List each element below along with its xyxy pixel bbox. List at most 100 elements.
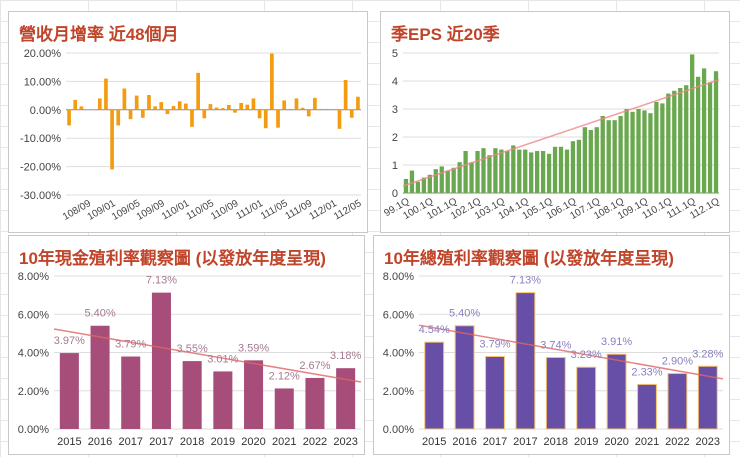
x-tick-label: 2022	[303, 436, 327, 448]
bar	[451, 167, 456, 193]
bar	[349, 109, 354, 118]
data-label: 7.13%	[146, 275, 177, 287]
bar	[612, 120, 617, 193]
bar	[227, 104, 231, 110]
bar	[356, 96, 360, 110]
quarterly-eps-chart: 54321099.1Q100.1Q101.1Q102.1Q103.1Q104.1…	[382, 48, 721, 222]
x-tick-label: 109/09	[135, 198, 167, 223]
bar	[660, 103, 665, 193]
bar	[134, 95, 139, 110]
bar	[624, 109, 629, 193]
bar	[672, 90, 677, 193]
bar	[637, 383, 657, 430]
bar	[493, 148, 498, 193]
y-tick-label: 4	[392, 76, 398, 88]
bar	[678, 88, 683, 193]
trendline	[418, 324, 724, 380]
bar	[337, 109, 342, 129]
bar	[140, 109, 145, 118]
data-label: 2.67%	[299, 360, 330, 372]
bar	[257, 109, 262, 119]
y-tick-label: 5	[392, 48, 398, 60]
data-label: 4.54%	[419, 324, 450, 336]
bar	[713, 71, 719, 193]
trendline	[402, 78, 720, 187]
bar	[91, 109, 96, 111]
chart-panel-total-yield: 10年總殖利率觀察圖 (以發放年度呈現) 8.00% 6.00% 4.00% 2.00…	[373, 235, 730, 455]
bar	[190, 109, 194, 127]
bar	[424, 341, 445, 430]
bar	[251, 98, 256, 110]
bar	[343, 79, 348, 110]
bar	[165, 109, 170, 115]
bar	[90, 325, 110, 429]
bar	[121, 356, 141, 429]
bar	[319, 108, 323, 110]
bar	[177, 101, 182, 110]
y-tick-label: 4.00%	[18, 348, 49, 360]
bar	[110, 109, 114, 170]
y-tick-label: -30.00%	[20, 190, 61, 202]
bar	[270, 53, 274, 110]
x-tick-label: 2017	[119, 436, 143, 448]
bar	[147, 95, 151, 110]
data-label: 3.79%	[479, 339, 510, 351]
y-tick-label: 1	[392, 160, 398, 172]
x-tick-label: 2022	[665, 436, 689, 448]
x-tick-label: 2020	[604, 436, 628, 448]
bar	[409, 170, 415, 193]
data-label: 3.91%	[601, 336, 632, 348]
bar	[511, 145, 516, 193]
x-tick-label: 2017	[513, 436, 537, 448]
y-tick-label: -10.00%	[20, 133, 61, 145]
bar	[445, 170, 450, 193]
bar	[642, 110, 647, 193]
chart-panel-monthly-revenue-growth: 營收月增率 近48個月 20.00% 10.00% 0.00% -10.00% -20.…	[8, 11, 368, 233]
bar	[116, 109, 121, 126]
x-tick-label: 111/01	[234, 198, 265, 222]
bar	[630, 111, 635, 193]
x-tick-label: 2019	[211, 436, 235, 448]
bar	[487, 155, 492, 193]
bar	[535, 151, 540, 193]
bar	[523, 149, 528, 193]
x-tick-label: 111/05	[259, 198, 290, 222]
bar	[481, 148, 486, 193]
bar	[313, 97, 317, 110]
data-label: 7.13%	[510, 275, 541, 287]
data-label: 3.97%	[54, 335, 85, 347]
data-label: 3.23%	[571, 349, 602, 361]
bar	[576, 366, 597, 430]
bar	[306, 109, 311, 117]
bar	[274, 388, 294, 429]
bar	[606, 120, 611, 193]
y-tick-label: 6.00%	[383, 309, 414, 321]
y-tick-label: 8.00%	[18, 271, 49, 283]
bar	[463, 151, 468, 193]
bar	[433, 169, 438, 193]
data-label: 2.90%	[662, 356, 693, 368]
bar	[208, 104, 213, 110]
bar	[427, 174, 432, 193]
y-tick-label: 0.00%	[30, 105, 61, 117]
bar	[546, 153, 552, 193]
bar	[667, 373, 688, 430]
bar	[300, 107, 305, 110]
bar	[570, 141, 576, 193]
bar	[73, 99, 78, 110]
y-tick-label: 10.00%	[24, 76, 62, 88]
bar	[214, 107, 219, 110]
x-tick-label: 2018	[544, 436, 568, 448]
bar	[606, 353, 627, 430]
bar	[697, 365, 718, 430]
x-tick-label: 2019	[574, 436, 598, 448]
bar	[454, 325, 475, 430]
data-label: 3.59%	[238, 342, 269, 354]
bar	[600, 116, 605, 193]
bar	[415, 181, 421, 193]
bar	[582, 127, 587, 193]
bar	[85, 109, 90, 111]
x-tick-label: 2017	[483, 436, 507, 448]
bar	[707, 82, 713, 193]
bar	[220, 108, 225, 110]
